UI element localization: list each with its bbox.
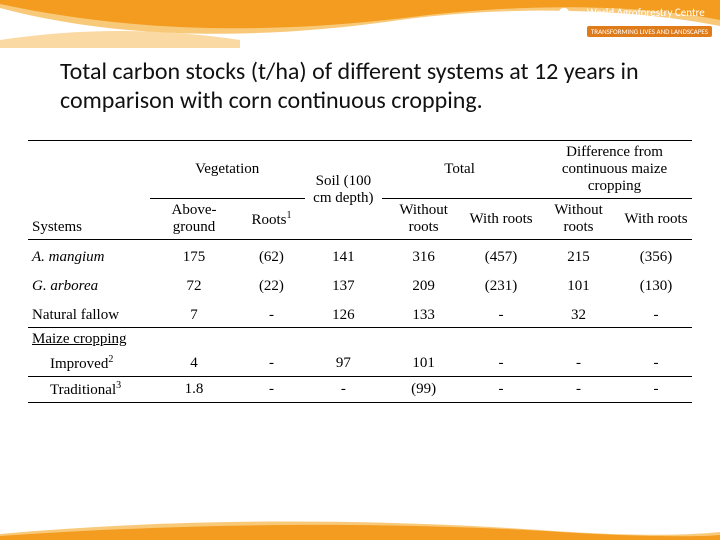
- carbon-table: Systems Vegetation Soil (100 cm depth) T…: [28, 140, 692, 403]
- brand-name: World Agroforestry Centre: [587, 7, 712, 19]
- section-header-row: Maize cropping: [28, 328, 692, 352]
- table-row: G. arborea 72 (22) 137 209 (231) 101 (13…: [28, 275, 692, 298]
- brand-logo: World Agroforestry Centre TRANSFORMING L…: [532, 2, 712, 44]
- col-systems: Systems: [28, 141, 150, 240]
- header-band: World Agroforestry Centre TRANSFORMING L…: [0, 0, 720, 48]
- col-vegetation: Vegetation: [150, 141, 305, 199]
- slide: World Agroforestry Centre TRANSFORMING L…: [0, 0, 720, 540]
- col-diff-without: Without roots: [537, 199, 620, 240]
- brand-tagline: TRANSFORMING LIVES AND LANDSCAPES: [587, 26, 712, 37]
- col-diff-with: With roots: [620, 199, 692, 240]
- col-tot-with: With roots: [465, 199, 537, 240]
- section-label: Maize cropping: [28, 328, 150, 352]
- col-diff: Difference from continuous maize croppin…: [537, 141, 692, 199]
- tree-icon: [547, 6, 581, 40]
- col-total: Total: [382, 141, 537, 199]
- slide-title: Total carbon stocks (t/ha) of different …: [60, 58, 660, 116]
- table-row: Improved2 4 - 97 101 - - -: [28, 351, 692, 377]
- col-tot-without: Without roots: [382, 199, 465, 240]
- col-soil: Soil (100 cm depth): [305, 141, 382, 240]
- col-roots: Roots1: [238, 199, 304, 240]
- col-aboveground: Above-ground: [150, 199, 239, 240]
- table-row: Natural fallow 7 - 126 133 - 32 -: [28, 304, 692, 328]
- brand-text: World Agroforestry Centre TRANSFORMING L…: [587, 7, 712, 38]
- table-row: A. mangium 175 (62) 141 316 (457) 215 (3…: [28, 246, 692, 269]
- table-header-row-1: Systems Vegetation Soil (100 cm depth) T…: [28, 141, 692, 199]
- footer-wave: [0, 514, 720, 540]
- table-row: Traditional3 1.8 - - (99) - - -: [28, 377, 692, 403]
